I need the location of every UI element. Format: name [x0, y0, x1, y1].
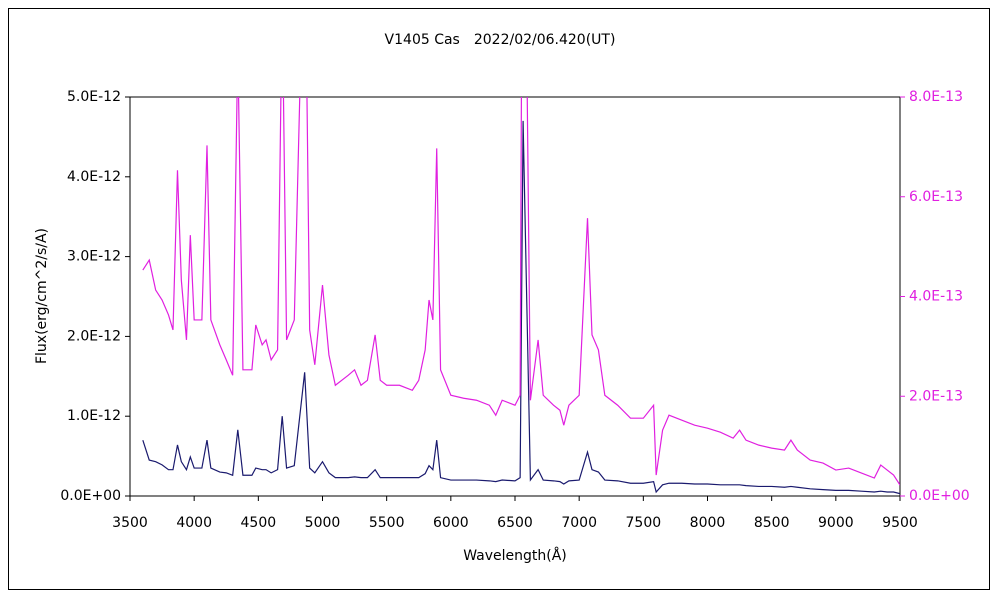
y-tick-label: 2.0E-12: [67, 328, 121, 344]
series-line: [142, 97, 900, 486]
x-tick-label: 6500: [497, 515, 533, 531]
y2-tick-label: 6.0E-13: [909, 189, 963, 205]
x-tick-label: 9000: [818, 515, 854, 531]
x-tick-label: 8500: [754, 515, 790, 531]
x-tick-label: 5000: [305, 515, 341, 531]
y-tick-label: 4.0E-12: [67, 169, 121, 185]
y-tick-label: 0.0E+00: [60, 488, 121, 504]
x-tick-label: 7000: [561, 515, 597, 531]
y-axis-label: Flux(erg/cm^2/s/A): [34, 228, 50, 364]
series-line: [142, 120, 900, 495]
x-tick-label: 5500: [369, 515, 405, 531]
chart-title: V1405 Cas 2022/02/06.420(UT): [385, 32, 616, 48]
x-tick-label: 6000: [433, 515, 469, 531]
x-axis-label: Wavelength(Å): [463, 547, 567, 564]
y2-tick-label: 0.0E+00: [909, 488, 970, 504]
x-tick-label: 4000: [176, 515, 212, 531]
y2-tick-label: 8.0E-13: [909, 89, 963, 105]
x-tick-label: 9500: [882, 515, 918, 531]
x-tick-label: 8000: [690, 515, 726, 531]
y2-tick-label: 4.0E-13: [909, 289, 963, 305]
y-tick-label: 5.0E-12: [67, 89, 121, 105]
y-tick-label: 3.0E-12: [67, 249, 121, 265]
x-tick-label: 4500: [241, 515, 277, 531]
y-tick-label: 1.0E-12: [67, 408, 121, 424]
x-tick-label: 7500: [626, 515, 662, 531]
y2-tick-label: 2.0E-13: [909, 388, 963, 404]
x-tick-label: 3500: [112, 515, 148, 531]
plot-area: [129, 96, 901, 497]
